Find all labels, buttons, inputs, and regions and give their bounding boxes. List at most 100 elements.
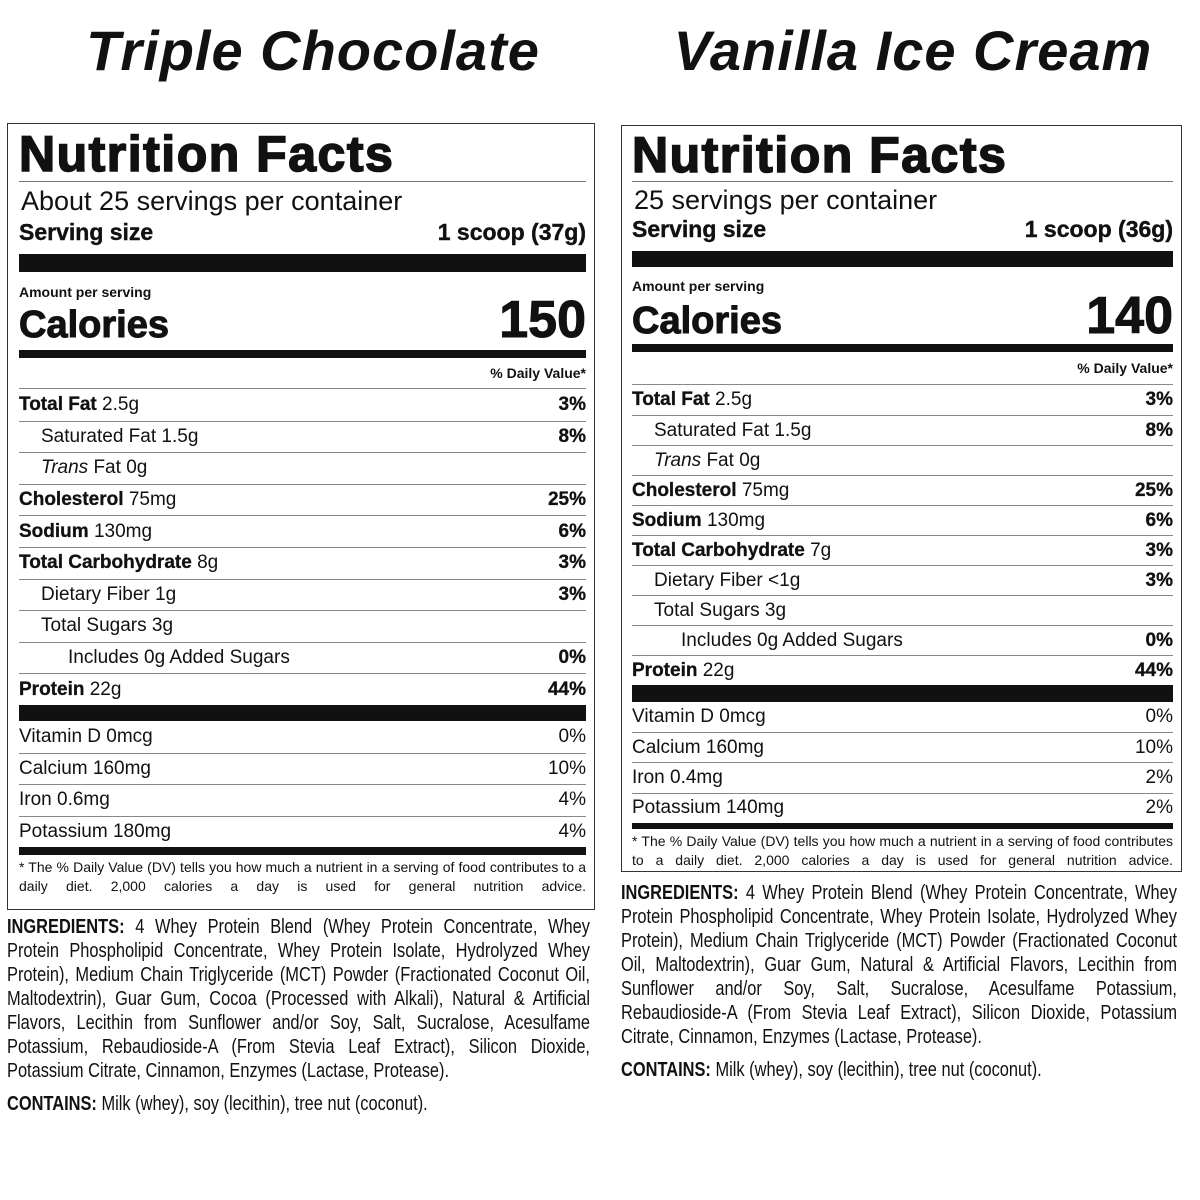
nutrient-daily-value: 3% xyxy=(1145,539,1173,561)
nutrient-row: Total Carbohydrate 8g 3% xyxy=(19,546,586,579)
daily-value-header: % Daily Value* xyxy=(632,352,1173,385)
nutrient-name: Total Sugars xyxy=(41,615,147,637)
calories-label: Calories xyxy=(632,300,783,342)
nutrient-name-italic: Trans xyxy=(41,457,89,479)
serving-size-value: 1 scoop (36g) xyxy=(1024,216,1174,242)
nutrient-name: Protein xyxy=(632,659,698,681)
nutrient-row: Total Fat 2.5g 3% xyxy=(19,389,586,421)
serving-size-label: Serving size xyxy=(19,219,154,245)
medium-divider xyxy=(632,344,1173,352)
nutrient-name-amount: Includes 0g Added Sugars xyxy=(681,630,903,652)
ingredients-text: INGREDIENTS: 4 Whey Protein Blend (Whey … xyxy=(7,915,590,1083)
nutrient-name-amount: Total Sugars 3g xyxy=(654,600,786,622)
vitamin-daily-value: 10% xyxy=(547,757,586,779)
calories-row: Calories 150 xyxy=(19,294,587,347)
nutrient-row: Sodium 130mg 6% xyxy=(632,505,1173,535)
nutrient-name-amount: Includes 0g Added Sugars xyxy=(68,647,290,669)
vitamin-name-amount: Vitamin D 0mcg xyxy=(632,706,766,728)
nutrient-row: Cholesterol 75mg 25% xyxy=(632,475,1173,505)
nutrient-name-amount: Total Carbohydrate 7g xyxy=(632,539,831,562)
nutrient-amount: 75mg xyxy=(741,479,790,501)
nutrient-row: Sodium 130mg 6% xyxy=(19,515,586,547)
nutrient-name-amount: Saturated Fat 1.5g xyxy=(654,420,811,442)
calories-row: Calories 140 xyxy=(632,290,1174,343)
nutrient-row: Saturated Fat 1.5g 8% xyxy=(19,420,586,453)
serving-size-label: Serving size xyxy=(632,216,767,242)
nutrient-name-amount: Dietary Fiber 1g xyxy=(41,584,176,606)
nutrient-name-amount: Trans Fat 0g xyxy=(654,450,760,472)
nutrient-amount: <1g xyxy=(768,569,801,591)
nutrient-amount: 3g xyxy=(151,615,174,637)
nutrient-row: Trans Fat 0g xyxy=(19,452,586,484)
nutrient-name-amount: Total Fat 2.5g xyxy=(19,394,139,416)
nutrient-name: Total Sugars xyxy=(654,599,760,621)
ingredients-section: INGREDIENTS: 4 Whey Protein Blend (Whey … xyxy=(621,881,1177,1082)
serving-size-row: Serving size 1 scoop (37g) xyxy=(19,216,586,248)
daily-value-footnote: * The % Daily Value (DV) tells you how m… xyxy=(19,859,586,895)
vitamin-name-amount: Potassium 180mg xyxy=(19,821,172,843)
calories-label: Calories xyxy=(19,304,170,346)
vitamin-row: Potassium 180mg 4% xyxy=(19,815,586,848)
contains-label: CONTAINS: xyxy=(621,1058,711,1081)
ingredients-text: INGREDIENTS: 4 Whey Protein Blend (Whey … xyxy=(621,881,1177,1049)
vitamin-row: Vitamin D 0mcg 0% xyxy=(632,702,1173,732)
nutrient-amount: 2.5g xyxy=(102,393,140,415)
daily-value-footnote: * The % Daily Value (DV) tells you how m… xyxy=(632,832,1173,868)
allergen-list: Milk (whey), soy (lecithin), tree nut (c… xyxy=(101,1092,428,1115)
contains-label: CONTAINS: xyxy=(7,1092,97,1115)
nutrient-amount: 22g xyxy=(89,678,122,700)
nutrition-facts-panel: Nutrition Facts About 25 servings per con… xyxy=(7,123,595,910)
nutrient-daily-value: 6% xyxy=(558,520,586,542)
nutrient-daily-value: 8% xyxy=(1145,419,1173,441)
nutrient-list: Total Fat 2.5g 3% Saturated Fat 1.5g 8% Tran… xyxy=(632,385,1173,685)
nutrient-name-amount: Trans Fat 0g xyxy=(41,457,147,479)
nutrient-name-amount: Sodium 130mg xyxy=(632,509,765,532)
nutrient-daily-value: 44% xyxy=(1134,659,1173,681)
thick-divider xyxy=(19,254,586,272)
nutrient-amount: 8g xyxy=(197,552,219,574)
nutrient-row: Includes 0g Added Sugars 0% xyxy=(632,625,1173,655)
vitamin-name-amount: Calcium 160mg xyxy=(19,757,151,779)
nutrient-daily-value: 0% xyxy=(558,647,586,669)
nutrient-row: Trans Fat 0g xyxy=(632,445,1173,475)
amount-per-serving: Amount per serving xyxy=(632,278,765,294)
nutrient-daily-value: 6% xyxy=(1145,509,1173,531)
serving-size-value: 1 scoop (37g) xyxy=(437,219,587,245)
nutrient-daily-value: 25% xyxy=(547,489,586,511)
nutrient-amount: 130mg xyxy=(93,520,153,542)
nutrient-row: Cholesterol 75mg 25% xyxy=(19,483,586,516)
serving-size-row: Serving size 1 scoop (36g) xyxy=(632,214,1173,244)
nutrient-amount: 22g xyxy=(702,659,735,681)
vitamin-name-amount: Vitamin D 0mcg xyxy=(19,725,153,747)
vitamin-daily-value: 2% xyxy=(1145,766,1173,788)
nutrient-daily-value: 3% xyxy=(558,552,586,574)
nutrient-row: Saturated Fat 1.5g 8% xyxy=(632,415,1173,445)
vitamin-row: Iron 0.4mg 2% xyxy=(632,762,1173,792)
vitamin-name-amount: Iron 0.6mg xyxy=(19,789,110,811)
ingredients-section: INGREDIENTS: 4 Whey Protein Blend (Whey … xyxy=(7,915,590,1116)
nutrient-name-amount: Cholesterol 75mg xyxy=(19,489,176,511)
nutrient-daily-value: 44% xyxy=(547,678,586,700)
contains-text: CONTAINS: Milk (whey), soy (lecithin), t… xyxy=(7,1092,590,1116)
nutrient-name: Protein xyxy=(19,678,85,700)
nutrient-amount: 75mg xyxy=(128,489,177,511)
vitamin-row: Calcium 160mg 10% xyxy=(632,732,1173,762)
vitamin-daily-value: 4% xyxy=(558,821,586,843)
medium-divider xyxy=(632,822,1173,829)
vitamin-row: Iron 0.6mg 4% xyxy=(19,784,586,816)
nutrient-name: Includes 0g Added Sugars xyxy=(68,647,290,669)
nutrient-name: Saturated Fat xyxy=(654,419,770,441)
nutrient-name: Total Carbohydrate xyxy=(19,552,192,574)
nutrient-row: Includes 0g Added Sugars 0% xyxy=(19,641,586,674)
nutrient-amount: 1.5g xyxy=(161,425,199,447)
vitamin-daily-value: 0% xyxy=(1145,706,1173,728)
nutrient-row: Protein 22g 44% xyxy=(632,655,1173,685)
vitamin-daily-value: 0% xyxy=(558,725,586,747)
nutrient-name: Fat xyxy=(706,449,734,471)
flavor-title: Vanilla Ice Cream xyxy=(673,19,1153,82)
nutrient-name-italic: Trans xyxy=(654,449,702,471)
nutrient-daily-value: 25% xyxy=(1134,479,1173,501)
nutrient-name-amount: Saturated Fat 1.5g xyxy=(41,426,198,448)
nutrient-daily-value: 3% xyxy=(558,393,586,415)
nutrient-name: Sodium xyxy=(19,520,89,542)
